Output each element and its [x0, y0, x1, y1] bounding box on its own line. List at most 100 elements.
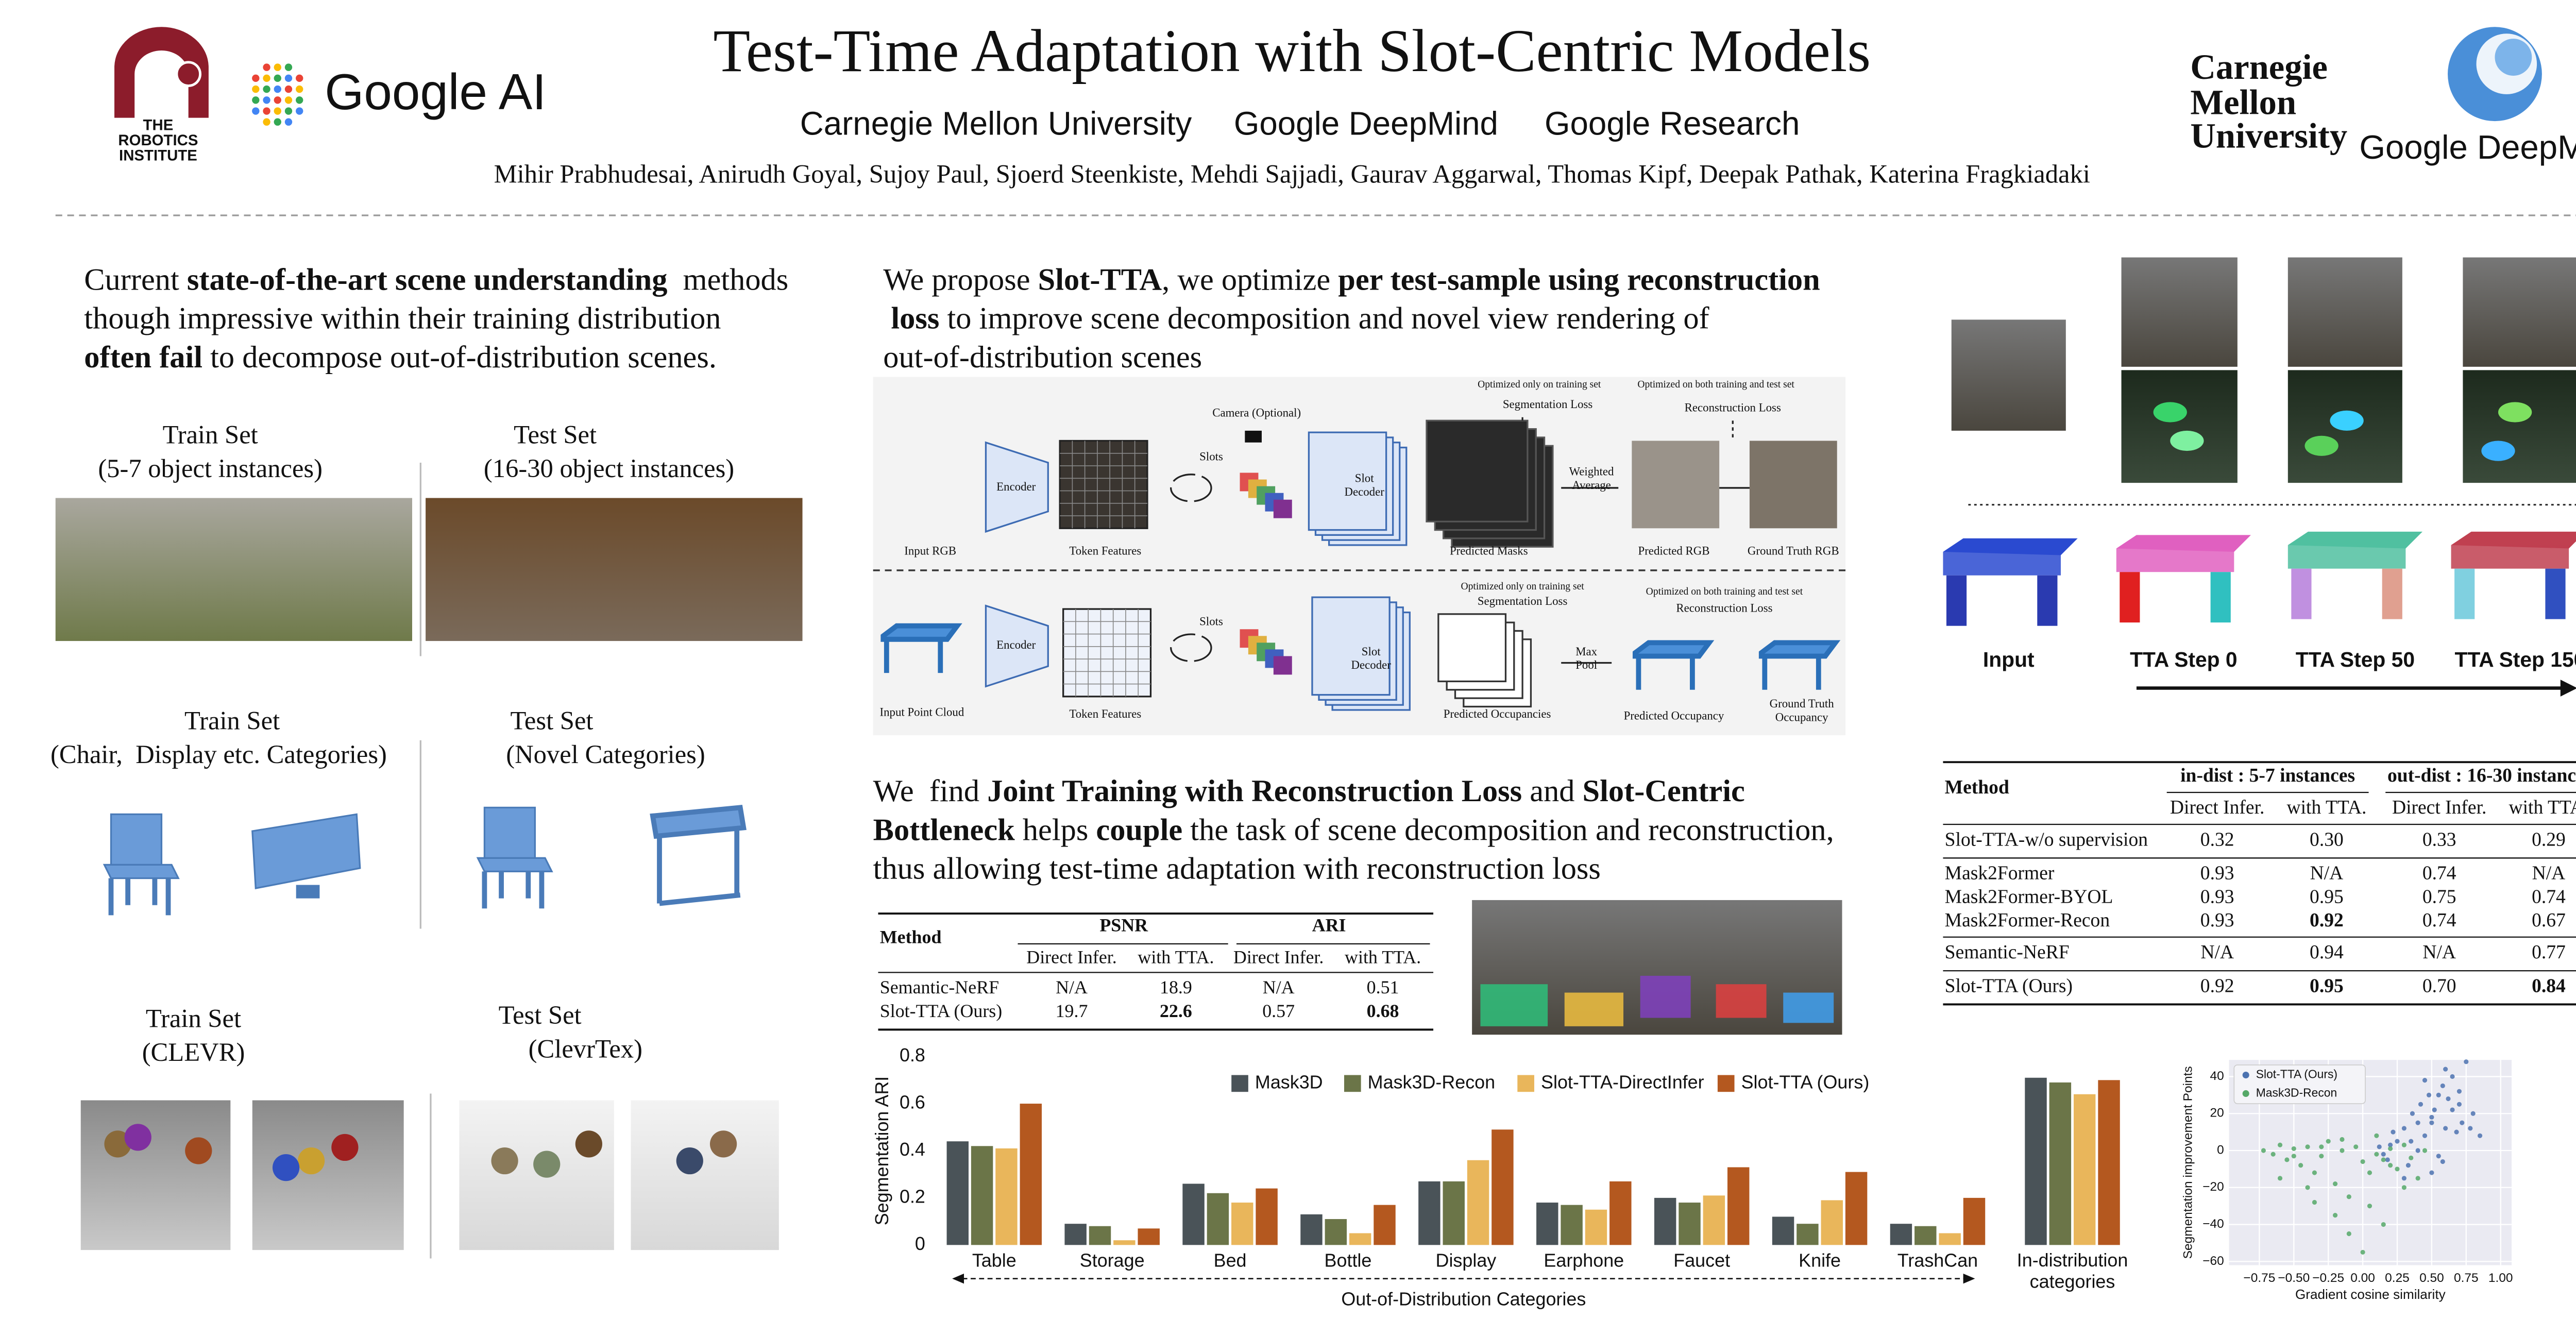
- set-title: Train Set: [146, 1004, 241, 1033]
- logo-text: Carnegie: [2190, 47, 2328, 87]
- object-3d: [2037, 575, 2058, 626]
- object: [297, 1147, 325, 1175]
- logo-dot: [284, 107, 293, 115]
- logo-dot: [284, 96, 293, 104]
- legend-label: Mask3D-Recon: [1368, 1071, 1495, 1092]
- object-3d: [2451, 545, 2569, 569]
- diagram-label: Encoder: [996, 638, 1036, 651]
- diagram-label: Segmentation Loss: [1503, 398, 1593, 411]
- table-cell: 0.75: [2422, 886, 2456, 907]
- y-tick-label: 0.6: [900, 1092, 925, 1113]
- text-line: Slot: [1362, 645, 1381, 658]
- table-cell: 0.92: [2310, 910, 2344, 931]
- table-cell: 0.74: [2532, 886, 2566, 907]
- arrow-head: [2560, 680, 2576, 697]
- mask-blob: [1783, 992, 1834, 1023]
- table-cell: Direct Infer.: [2170, 797, 2264, 818]
- object-3d: [103, 864, 180, 880]
- text-run: thus allowing test-time adaptation with …: [873, 851, 1601, 886]
- point: [2460, 1120, 2465, 1125]
- bar: [1703, 1195, 1725, 1245]
- bar: [1772, 1216, 1794, 1245]
- point: [2340, 1137, 2345, 1142]
- text-run: loss: [891, 301, 939, 336]
- y-tick-label: 0.4: [900, 1139, 925, 1160]
- diagram-label: Optimized on both training and test set: [1637, 379, 1794, 390]
- bar: [1443, 1181, 1465, 1245]
- set-title: Test Set: [499, 1001, 582, 1029]
- diagram-label: Slots: [1199, 615, 1223, 628]
- point: [2319, 1144, 2324, 1149]
- table-cell: 0.95: [2310, 975, 2344, 996]
- point: [2381, 1222, 2386, 1227]
- text-run: We propose: [883, 262, 1038, 297]
- text-run: Bottleneck: [873, 813, 1015, 847]
- legend-swatch: [1517, 1075, 1534, 1092]
- text-run: helps: [1015, 813, 1096, 847]
- table-cell: 0.68: [1367, 1001, 1399, 1021]
- x-tick-label: Earphone: [1544, 1249, 1624, 1271]
- logo-shape: [2495, 39, 2532, 76]
- bar: [2073, 1094, 2096, 1245]
- x-axis-label: Out-of-Distribution Categories: [1341, 1289, 1586, 1310]
- diagram-label: Token Features: [1069, 544, 1141, 557]
- point: [2385, 1157, 2390, 1162]
- diagram-label: Token Features: [1069, 707, 1141, 720]
- diagram-label: Optimized on both training and test set: [1646, 586, 1803, 597]
- bar: [2098, 1080, 2120, 1245]
- logo-dot: [284, 63, 293, 71]
- table-cell: 0.29: [2532, 829, 2566, 850]
- photo: [2121, 257, 2238, 367]
- table-cell: 0.77: [2532, 942, 2566, 963]
- y-axis-label: Segmentation ARI: [871, 1076, 892, 1225]
- logo-dot: [274, 63, 281, 71]
- text-run: though impressive within their training …: [84, 301, 721, 336]
- x-tick-label: 0.50: [2419, 1271, 2444, 1285]
- logo-dot: [263, 107, 270, 115]
- object-3d: [2454, 568, 2475, 619]
- table-cell: PSNR: [1099, 915, 1148, 935]
- object-3d: [650, 805, 747, 906]
- point: [2360, 1159, 2365, 1164]
- bar: [1349, 1233, 1371, 1245]
- bar: [1374, 1205, 1396, 1245]
- diagram-label: Slots: [1199, 450, 1223, 463]
- logo-text: THE: [143, 117, 174, 134]
- table-cell: ARI: [1312, 915, 1346, 935]
- photo: [426, 498, 803, 641]
- bar: [1113, 1240, 1136, 1245]
- set-subtitle: (16-30 object instances): [484, 454, 734, 483]
- bar: [946, 1141, 969, 1245]
- logo-shape: [175, 61, 202, 87]
- point: [2298, 1163, 2303, 1168]
- point: [2422, 1148, 2428, 1153]
- diagram-label: Ground Truth Occupancy: [1770, 697, 1835, 723]
- camera-icon: [1245, 430, 1262, 443]
- y-tick-label: 0.2: [900, 1186, 925, 1207]
- step-label: TTA Step 0: [2130, 648, 2238, 671]
- object: [331, 1134, 359, 1161]
- object: [491, 1147, 518, 1175]
- table-cell: 0.93: [2200, 886, 2234, 907]
- table-cell: 0.51: [1367, 977, 1399, 997]
- object-3d: [2120, 572, 2140, 623]
- x-axis-label: Gradient cosine similarity: [2295, 1287, 2446, 1302]
- point: [2284, 1157, 2290, 1162]
- photo: [1951, 319, 2066, 431]
- object-3d: [1946, 575, 1967, 626]
- set-subtitle: (Chair, Display etc. Categories): [50, 740, 387, 769]
- bar: [1325, 1219, 1347, 1245]
- mask-blob: [1564, 992, 1624, 1026]
- table-cell: Method: [880, 926, 942, 947]
- slot: [1273, 499, 1292, 518]
- logo-dot: [296, 74, 303, 82]
- legend-swatch: [1344, 1075, 1361, 1092]
- y-tick-label: −60: [2202, 1254, 2224, 1268]
- set-title: Test Set: [511, 706, 594, 735]
- bar: [1914, 1226, 1937, 1245]
- point: [2305, 1185, 2310, 1190]
- authors: Mihir Prabhudesai, Anirudh Goyal, Sujoy …: [494, 159, 2090, 188]
- point: [2405, 1163, 2411, 1168]
- occupancy: [1437, 613, 1507, 683]
- paragraph-line: out-of-distribution scenes: [883, 340, 1202, 375]
